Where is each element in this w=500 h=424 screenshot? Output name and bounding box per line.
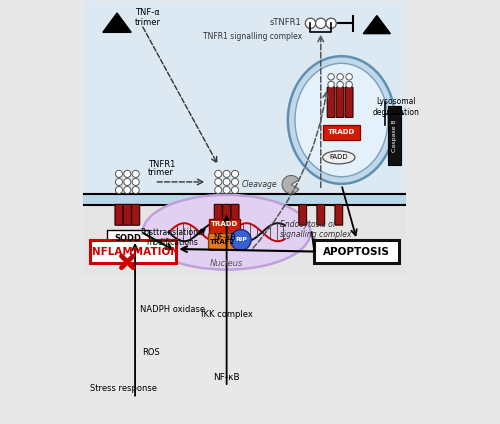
FancyBboxPatch shape	[327, 87, 335, 117]
Circle shape	[132, 170, 140, 177]
Text: Nucleus: Nucleus	[210, 259, 244, 268]
Text: TNFR1 signalling complex: TNFR1 signalling complex	[203, 32, 302, 41]
Ellipse shape	[322, 151, 355, 164]
Bar	[84, 193, 406, 205]
Text: TRAF2: TRAF2	[210, 239, 236, 245]
FancyBboxPatch shape	[317, 204, 324, 225]
Bar	[84, 205, 406, 275]
Text: RIP: RIP	[235, 237, 247, 243]
FancyBboxPatch shape	[108, 230, 148, 246]
Text: sTNFR1: sTNFR1	[270, 17, 302, 27]
Text: Posttranslational
modifications: Posttranslational modifications	[140, 228, 205, 247]
Text: Caspase 8: Caspase 8	[392, 119, 398, 152]
FancyBboxPatch shape	[346, 87, 353, 117]
Circle shape	[116, 187, 122, 193]
Circle shape	[232, 179, 238, 185]
Circle shape	[223, 170, 230, 177]
FancyBboxPatch shape	[231, 204, 239, 225]
Circle shape	[346, 81, 352, 88]
Circle shape	[132, 179, 140, 185]
Circle shape	[124, 187, 131, 193]
Circle shape	[337, 74, 344, 80]
FancyBboxPatch shape	[322, 125, 360, 140]
Circle shape	[132, 187, 140, 193]
Text: TNF-α
trimer: TNF-α trimer	[135, 8, 161, 27]
Text: Lysosomal
degradation: Lysosomal degradation	[373, 98, 420, 117]
Circle shape	[326, 18, 336, 28]
FancyBboxPatch shape	[214, 204, 222, 225]
Wedge shape	[282, 176, 299, 193]
Text: Endocytosis of
signalling complex: Endocytosis of signalling complex	[280, 220, 351, 239]
Circle shape	[124, 179, 131, 185]
FancyBboxPatch shape	[335, 204, 342, 225]
Text: NADPH oxidase: NADPH oxidase	[140, 305, 205, 314]
Circle shape	[223, 187, 230, 193]
Text: INFLAMMATION: INFLAMMATION	[88, 247, 178, 257]
Circle shape	[214, 170, 222, 177]
Text: IKK complex: IKK complex	[200, 310, 252, 318]
FancyBboxPatch shape	[90, 240, 176, 263]
Circle shape	[232, 187, 238, 193]
Ellipse shape	[288, 56, 395, 184]
FancyBboxPatch shape	[210, 231, 238, 244]
Circle shape	[116, 179, 122, 185]
Ellipse shape	[143, 195, 310, 270]
Text: Cleavage: Cleavage	[242, 180, 277, 189]
FancyBboxPatch shape	[209, 219, 240, 234]
FancyBboxPatch shape	[208, 234, 237, 250]
Circle shape	[124, 170, 131, 177]
Circle shape	[232, 170, 238, 177]
Circle shape	[116, 170, 122, 177]
Text: TRADD: TRADD	[328, 129, 355, 135]
Circle shape	[328, 81, 334, 88]
FancyBboxPatch shape	[299, 204, 306, 225]
Bar	[84, 1, 406, 193]
Text: ROS: ROS	[142, 348, 160, 357]
FancyBboxPatch shape	[208, 370, 246, 386]
Polygon shape	[103, 13, 131, 32]
FancyBboxPatch shape	[222, 204, 230, 225]
Text: TRADD: TRADD	[211, 221, 238, 228]
FancyBboxPatch shape	[336, 87, 344, 117]
Circle shape	[214, 187, 222, 193]
Text: TNFR1: TNFR1	[148, 160, 176, 169]
Circle shape	[214, 179, 222, 185]
FancyBboxPatch shape	[115, 204, 123, 225]
Circle shape	[306, 18, 316, 28]
Ellipse shape	[295, 63, 388, 177]
Text: NF-κB: NF-κB	[213, 233, 236, 242]
Circle shape	[316, 18, 326, 28]
FancyBboxPatch shape	[124, 204, 132, 225]
Text: Stress response: Stress response	[90, 385, 157, 393]
Text: FADD: FADD	[330, 154, 348, 160]
Text: SODD: SODD	[114, 234, 141, 243]
Polygon shape	[364, 16, 390, 33]
Circle shape	[328, 74, 334, 80]
FancyBboxPatch shape	[132, 204, 140, 225]
Circle shape	[230, 230, 251, 250]
FancyBboxPatch shape	[388, 106, 402, 165]
Circle shape	[337, 81, 344, 88]
Circle shape	[346, 74, 352, 80]
Text: NF-κB: NF-κB	[214, 374, 240, 382]
Circle shape	[223, 179, 230, 185]
Text: APOPTOSIS: APOPTOSIS	[324, 247, 390, 257]
Text: trimer: trimer	[148, 168, 174, 177]
FancyBboxPatch shape	[314, 240, 400, 263]
